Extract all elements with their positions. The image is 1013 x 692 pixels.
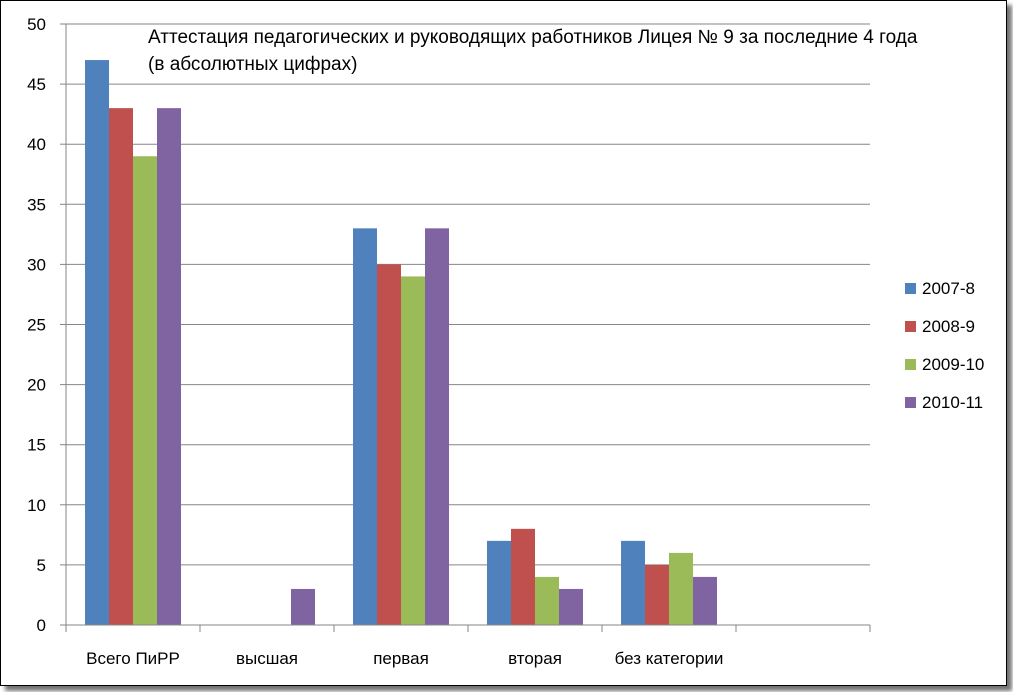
y-tick-label: 10 bbox=[27, 496, 46, 515]
y-tick-label: 15 bbox=[27, 436, 46, 455]
bar bbox=[85, 60, 109, 626]
legend-label: 2010-11 bbox=[922, 393, 983, 412]
bar bbox=[487, 540, 511, 625]
bar bbox=[377, 264, 401, 625]
bar bbox=[291, 588, 315, 625]
chart-title-line-1: Аттестация педагогических и руководящих … bbox=[148, 27, 918, 48]
legend-swatch bbox=[905, 283, 916, 294]
y-tick-label: 35 bbox=[27, 195, 46, 214]
legend: 2007-8 2008-9 2009-10 2010-11 bbox=[905, 279, 984, 412]
legend-swatch bbox=[905, 359, 916, 370]
x-category-label: без категории bbox=[615, 649, 724, 668]
x-axis-categories: Всего ПиРР высшая первая вторая без категори… bbox=[86, 649, 723, 668]
y-tick-label: 40 bbox=[27, 135, 46, 154]
axes bbox=[65, 24, 871, 632]
x-category-label: первая bbox=[373, 649, 429, 668]
bar bbox=[133, 156, 157, 625]
bar bbox=[401, 276, 425, 625]
y-tick-label: 20 bbox=[27, 376, 46, 395]
legend-swatch bbox=[905, 321, 916, 332]
y-tick-label: 5 bbox=[37, 556, 46, 575]
x-category-label: вторая bbox=[508, 649, 562, 668]
y-tick-label: 50 bbox=[27, 15, 46, 34]
y-tick-label: 45 bbox=[27, 75, 46, 94]
bar bbox=[511, 528, 535, 625]
x-category-label: высшая bbox=[236, 649, 298, 668]
bar bbox=[535, 576, 559, 625]
legend-label: 2008-9 bbox=[922, 317, 975, 336]
legend-label: 2007-8 bbox=[922, 279, 975, 298]
y-tick-label: 0 bbox=[37, 616, 46, 635]
bar bbox=[669, 552, 693, 625]
bar bbox=[645, 564, 669, 625]
chart-title-line-2: (в абсолютных цифрах) bbox=[148, 54, 357, 75]
chart-title: Аттестация педагогических и руководящих … bbox=[148, 27, 918, 75]
bar bbox=[559, 588, 583, 625]
bars bbox=[85, 60, 717, 626]
y-axis-ticks: 0 5 10 15 20 25 30 35 40 45 50 bbox=[27, 15, 66, 635]
y-tick-label: 30 bbox=[27, 255, 46, 274]
bar bbox=[621, 540, 645, 625]
bar bbox=[693, 576, 717, 625]
legend-swatch bbox=[905, 397, 916, 408]
gridlines bbox=[66, 23, 870, 566]
bar bbox=[157, 108, 181, 625]
bar bbox=[425, 228, 449, 625]
legend-label: 2009-10 bbox=[922, 355, 984, 374]
y-tick-label: 25 bbox=[27, 316, 46, 335]
bar bbox=[353, 228, 377, 625]
x-category-label: Всего ПиРР bbox=[86, 649, 180, 668]
bar bbox=[109, 108, 133, 625]
